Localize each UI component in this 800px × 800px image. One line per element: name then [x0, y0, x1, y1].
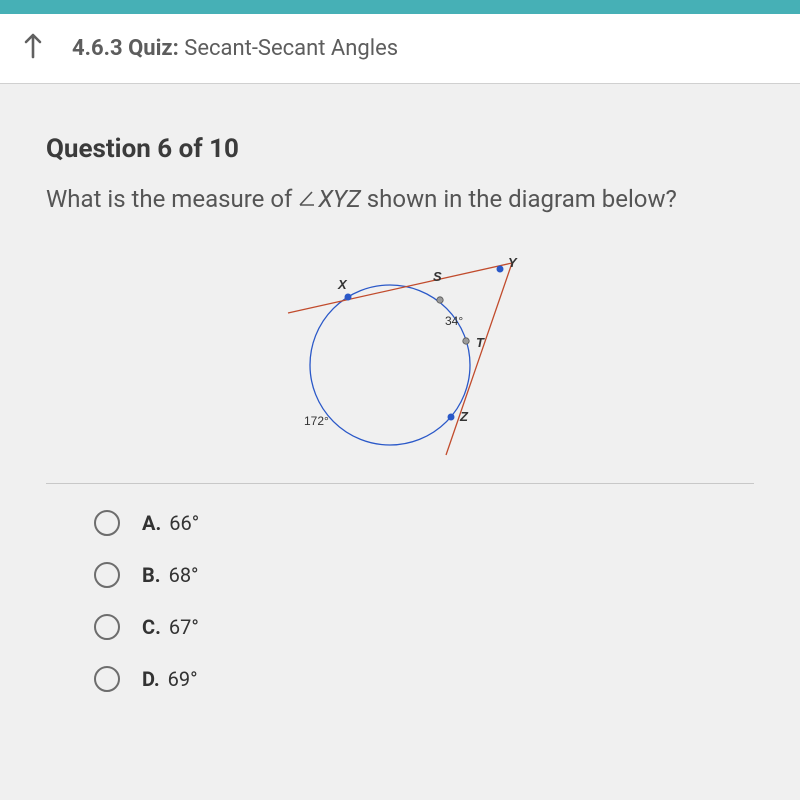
back-icon[interactable] — [20, 31, 46, 66]
angle-icon — [298, 184, 316, 215]
question-text: What is the measure of XYZ shown in the … — [46, 184, 754, 215]
label-y: Y — [508, 255, 518, 270]
breadcrumb: 4.6.3 Quiz: Secant-Secant Angles — [72, 36, 398, 61]
point-t — [463, 338, 469, 344]
content: Question 6 of 10 What is the measure of … — [0, 84, 800, 692]
prompt-var: XYZ — [318, 185, 361, 213]
choice-c[interactable]: C. 67° — [94, 614, 754, 640]
choices: A. 66° B. 68° C. 67° D. 69° — [46, 510, 754, 692]
choice-text: 69° — [168, 667, 198, 691]
secant-yx — [288, 263, 512, 313]
radio-icon[interactable] — [94, 614, 120, 640]
circle-outline — [310, 285, 470, 445]
question-prefix: Question — [46, 134, 151, 164]
question-of: of — [179, 134, 203, 164]
label-t: T — [476, 335, 485, 350]
choice-text: 68° — [169, 563, 199, 587]
divider — [46, 483, 754, 484]
diagram: X S T Z Y 34° 172° — [46, 245, 754, 465]
prompt-after: shown in the diagram below? — [361, 185, 677, 213]
choice-b[interactable]: B. 68° — [94, 562, 754, 588]
choice-letter: C. — [142, 615, 161, 639]
point-z — [448, 414, 455, 421]
point-y — [497, 266, 504, 273]
radio-icon[interactable] — [94, 510, 120, 536]
label-z: Z — [459, 409, 469, 424]
choice-text: 67° — [169, 615, 199, 639]
choice-letter: D. — [142, 667, 160, 691]
choice-text: 66° — [169, 511, 199, 535]
choice-letter: A. — [142, 511, 161, 535]
choice-d[interactable]: D. 69° — [94, 666, 754, 692]
prompt-before: What is the measure of — [46, 185, 298, 213]
question-header: Question 6 of 10 — [46, 134, 754, 164]
section-title: Secant-Secant Angles — [184, 36, 398, 61]
app-root: 4.6.3 Quiz: Secant-Secant Angles Questio… — [0, 0, 800, 800]
choice-a[interactable]: A. 66° — [94, 510, 754, 536]
section-number: 4.6.3 — [72, 36, 123, 61]
point-x — [345, 294, 352, 301]
topbar: 4.6.3 Quiz: Secant-Secant Angles — [0, 0, 800, 84]
point-s — [437, 297, 443, 303]
question-total: 10 — [209, 134, 239, 164]
choice-letter: B. — [142, 563, 161, 587]
label-x: X — [337, 277, 348, 292]
radio-icon[interactable] — [94, 666, 120, 692]
section-label: Quiz: — [128, 36, 179, 61]
arc-far-label: 172° — [304, 414, 329, 428]
label-s: S — [433, 269, 442, 284]
radio-icon[interactable] — [94, 562, 120, 588]
secant-yz — [446, 263, 512, 455]
question-number: 6 — [157, 134, 172, 164]
arc-near-label: 34° — [445, 314, 463, 328]
circle-diagram: X S T Z Y 34° 172° — [250, 245, 550, 465]
